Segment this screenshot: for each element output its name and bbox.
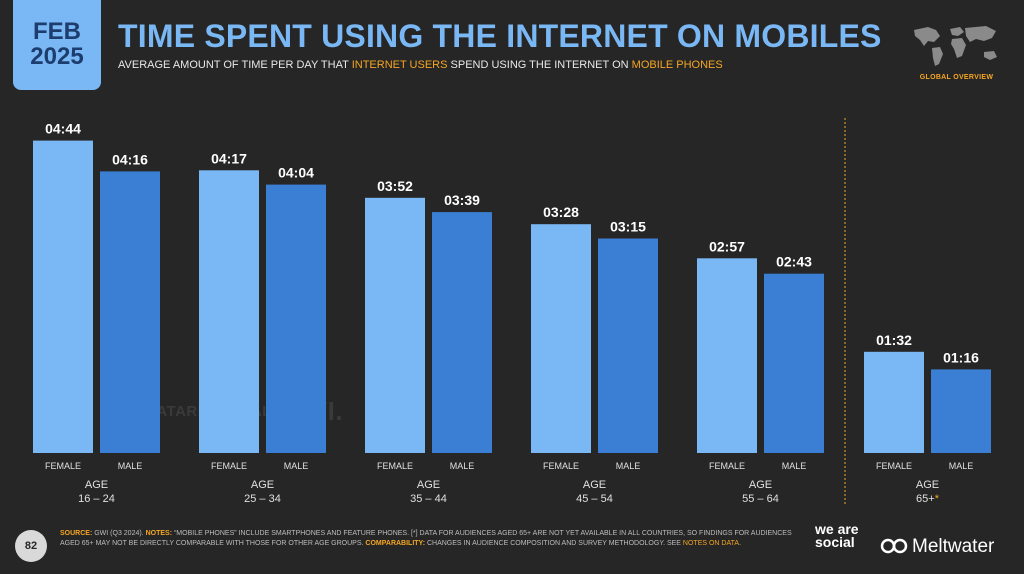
page-title: TIME SPENT USING THE INTERNET ON MOBILES (118, 18, 882, 54)
bar-female (199, 170, 259, 454)
meltwater-label: Meltwater (912, 536, 995, 557)
series-label: FEMALE (377, 461, 413, 471)
series-label: MALE (949, 461, 974, 471)
series-label: FEMALE (876, 461, 912, 471)
we-are-social-logo: we are social (815, 521, 859, 550)
footnote: SOURCE: GWI (Q3 2024). NOTES: “MOBILE PH… (60, 529, 800, 549)
bar-male (931, 369, 991, 453)
source-text: GWI (Q3 2024). (92, 530, 146, 537)
data-label: 03:39 (444, 192, 480, 208)
meltwater-logo: Meltwater (880, 536, 994, 558)
subtitle-highlight-users: INTERNET USERS (351, 59, 448, 71)
subtitle-highlight-mobile: MOBILE PHONES (631, 59, 723, 71)
data-label: 01:32 (876, 332, 912, 348)
source-label: SOURCE: (60, 530, 93, 537)
data-label: 04:16 (112, 151, 148, 167)
category-label: 16 – 24 (78, 493, 115, 505)
category-label: 35 – 44 (410, 493, 447, 505)
comparability-label: COMPARABILITY: (365, 540, 426, 547)
date-year: 2025 (30, 43, 84, 70)
series-label: MALE (616, 461, 641, 471)
series-label: MALE (450, 461, 475, 471)
category-prefix-label: AGE (916, 479, 939, 491)
bar-female (697, 258, 757, 453)
series-label: FEMALE (45, 461, 81, 471)
data-label: 04:04 (278, 165, 314, 181)
page-number: 82 (15, 530, 47, 562)
series-label: FEMALE (211, 461, 247, 471)
bar-female (365, 197, 425, 453)
data-label: 04:17 (211, 150, 247, 166)
bar-male (764, 273, 824, 453)
global-overview-label: GLOBAL OVERVIEW (919, 74, 994, 81)
bar-female (864, 351, 924, 453)
bar-male (100, 171, 160, 453)
category-label: 45 – 54 (576, 493, 613, 505)
notes-text: “MOBILE PHONES” INCLUDE SMARTPHONES AND … (60, 530, 792, 547)
category-label: 65+* (916, 493, 940, 505)
notes-on-data-link[interactable]: NOTES ON DATA (682, 540, 740, 547)
bar-female (33, 140, 93, 453)
date-month: FEB (33, 18, 81, 45)
world-map-icon (914, 26, 997, 66)
bar-male (266, 184, 326, 453)
series-label: MALE (284, 461, 309, 471)
category-prefix-label: AGE (749, 479, 772, 491)
bar-chart: 04:44 FEMALE 04:16 MALE AGE 16 – 24 04:17 FEMAL… (33, 118, 991, 505)
footnote-end: . (739, 540, 742, 547)
data-label: 03:28 (543, 204, 579, 220)
data-label: 02:43 (776, 254, 812, 270)
category-footnote-mark: * (935, 493, 940, 505)
data-label: 03:15 (610, 219, 646, 235)
data-label: 01:16 (943, 349, 979, 365)
category-prefix-label: AGE (85, 479, 108, 491)
data-label: 02:57 (709, 238, 745, 254)
category-label: 55 – 64 (742, 493, 779, 505)
category-prefix-label: AGE (583, 479, 606, 491)
page-subtitle: AVERAGE AMOUNT OF TIME PER DAY THAT INTE… (118, 59, 723, 71)
comparability-text: CHANGES IN AUDIENCE COMPOSITION AND SURV… (425, 540, 683, 547)
series-label: FEMALE (543, 461, 579, 471)
category-prefix-label: AGE (251, 479, 274, 491)
data-label: 03:52 (377, 178, 413, 194)
notes-label: NOTES: (145, 530, 173, 537)
subtitle-text: AVERAGE AMOUNT OF TIME PER DAY THAT (118, 59, 352, 71)
meltwater-icon (880, 538, 908, 554)
data-label: 04:44 (45, 121, 81, 137)
series-label: MALE (782, 461, 807, 471)
bar-male (432, 212, 492, 453)
category-label: 25 – 34 (244, 493, 281, 505)
subtitle-text-mid: SPEND USING THE INTERNET ON (447, 59, 632, 71)
category-prefix-label: AGE (417, 479, 440, 491)
date-badge: FEB 2025 (13, 0, 101, 90)
bar-male (598, 238, 658, 453)
series-label: MALE (118, 461, 143, 471)
series-label: FEMALE (709, 461, 745, 471)
bar-female (531, 224, 591, 453)
